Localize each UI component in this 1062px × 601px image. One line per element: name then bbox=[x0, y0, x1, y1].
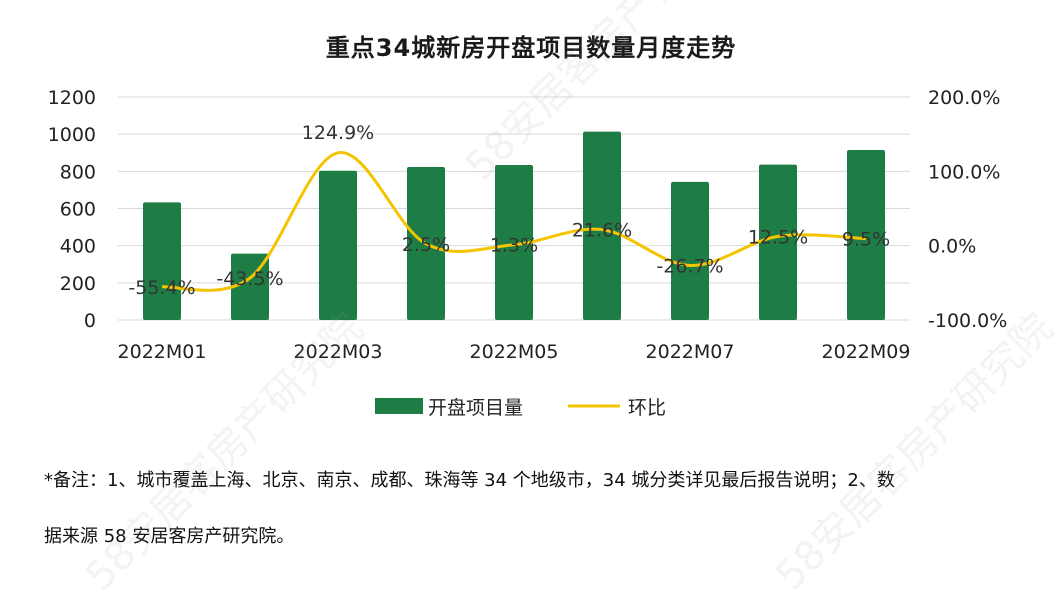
data-label: 1.3% bbox=[490, 235, 538, 257]
x-tick-label: 2022M03 bbox=[294, 341, 383, 363]
data-label: 9.5% bbox=[842, 229, 890, 251]
y2-tick-label: -100.0% bbox=[928, 310, 1007, 332]
y-tick-label: 400 bbox=[60, 236, 96, 258]
chart-svg: 0 200 400 600 800 1000 1200 -100.0% 0.0% 100.0% 20… bbox=[48, 87, 1008, 419]
y-tick-label: 0 bbox=[84, 310, 96, 332]
bar bbox=[671, 181, 709, 320]
y-tick-label: 200 bbox=[60, 273, 96, 295]
y-tick-label: 1000 bbox=[48, 124, 96, 146]
series-line-huanbi bbox=[161, 151, 867, 292]
data-label: 12.5% bbox=[748, 226, 808, 248]
y-tick-label: 1200 bbox=[48, 87, 96, 109]
data-label: -43.5% bbox=[216, 268, 283, 290]
x-tick-label: 2022M09 bbox=[822, 341, 911, 363]
bar bbox=[847, 149, 885, 320]
y2-tick-label: 100.0% bbox=[928, 161, 1000, 183]
x-tick-label: 2022M07 bbox=[646, 341, 735, 363]
data-label: 2.5% bbox=[402, 234, 450, 256]
bar bbox=[319, 170, 357, 320]
footnote-line-1: *备注：1、城市覆盖上海、北京、南京、成都、珠海等 34 个地级市，34 城分类… bbox=[44, 470, 895, 491]
data-label: -26.7% bbox=[656, 256, 723, 278]
y-tick-label: 600 bbox=[60, 199, 96, 221]
y2-tick-label: 200.0% bbox=[928, 87, 1000, 109]
data-label: 124.9% bbox=[302, 122, 374, 144]
y2-tick-label: 0.0% bbox=[928, 236, 976, 258]
legend-swatch-bar bbox=[375, 398, 423, 414]
bar bbox=[495, 165, 533, 320]
y-tick-label: 800 bbox=[60, 161, 96, 183]
legend-label-line: 环比 bbox=[628, 397, 666, 419]
x-tick-label: 2022M01 bbox=[118, 341, 207, 363]
legend-label-bar: 开盘项目量 bbox=[428, 397, 523, 419]
x-tick-label: 2022M05 bbox=[470, 341, 559, 363]
data-label: -55.4% bbox=[128, 277, 195, 299]
bar bbox=[143, 202, 181, 320]
data-label: 21.6% bbox=[572, 220, 632, 242]
bar bbox=[583, 131, 621, 320]
bar bbox=[759, 164, 797, 320]
footnote-line-2: 据来源 58 安居客房产研究院。 bbox=[44, 526, 295, 547]
chart-title: 重点34城新房开盘项目数量月度走势 bbox=[325, 34, 737, 62]
